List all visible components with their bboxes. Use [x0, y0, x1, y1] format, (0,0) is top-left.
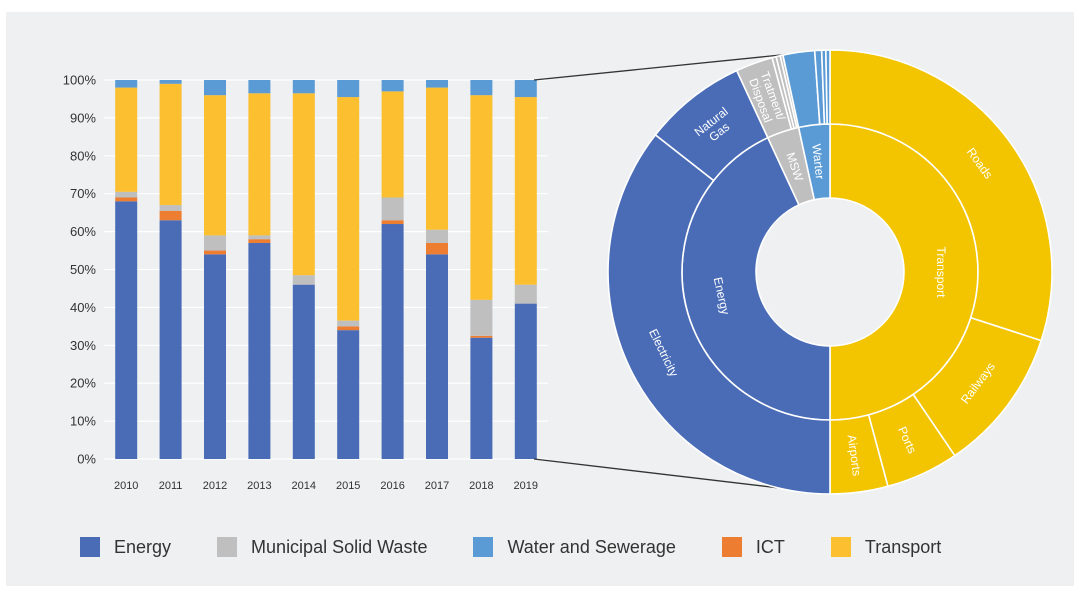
- legend-label-msw: Municipal Solid Waste: [251, 536, 428, 557]
- bar-water-and-sewerage-2018: [470, 80, 493, 96]
- bar-municipal-solid-waste-2016: [381, 197, 404, 221]
- bar-energy-2010: [115, 201, 138, 459]
- bar-municipal-solid-waste-2013: [248, 235, 271, 240]
- sunburst-chart: [607, 49, 1053, 495]
- legend-swatch-water: [473, 537, 494, 557]
- bar-ict-2010: [115, 197, 138, 202]
- bar-municipal-solid-waste-2018: [470, 299, 493, 336]
- y-tick-60: 60%: [70, 224, 96, 239]
- bar-municipal-solid-waste-2010: [115, 191, 138, 198]
- bar-water-and-sewerage-2019: [514, 80, 537, 98]
- bar-energy-2017: [426, 254, 448, 459]
- x-tick-2010: 2010: [114, 480, 138, 492]
- x-tick-2013: 2013: [247, 480, 271, 492]
- outer-segment-electricity: [607, 133, 831, 495]
- x-tick-2019: 2019: [514, 480, 538, 492]
- legend-swatch-msw: [217, 537, 238, 557]
- bar-energy-2018: [470, 337, 493, 459]
- y-tick-0: 0%: [77, 452, 96, 467]
- y-tick-80: 80%: [70, 148, 96, 163]
- bar-water-and-sewerage-2010: [115, 80, 138, 88]
- bar-municipal-solid-waste-2014: [292, 275, 315, 285]
- outer-segment-roads: [829, 49, 1053, 342]
- bar-water-and-sewerage-2013: [248, 80, 271, 94]
- y-tick-20: 20%: [70, 376, 96, 391]
- inner-label-transport: Transport: [934, 247, 948, 299]
- x-tick-2014: 2014: [292, 480, 316, 492]
- bar-ict-2017: [426, 242, 448, 255]
- stacked-bar-chart: [115, 80, 537, 459]
- bar-transport-2014: [292, 93, 315, 276]
- bar-water-and-sewerage-2014: [292, 80, 315, 94]
- legend-item-transport: Transport: [830, 536, 942, 558]
- outer-label-airports: Airports: [845, 434, 864, 477]
- bar-ict-2013: [248, 239, 271, 243]
- y-tick-40: 40%: [70, 300, 96, 315]
- legend: Energy Municipal Solid Waste Water and S…: [80, 534, 987, 560]
- bar-transport-2019: [514, 97, 537, 285]
- outer-segment-unlabeled-13: [825, 49, 831, 125]
- bar-energy-2019: [514, 303, 537, 459]
- legend-swatch-ict: [721, 537, 742, 557]
- bar-ict-2012: [204, 250, 226, 255]
- bar-energy-2016: [381, 224, 404, 459]
- bar-transport-2011: [159, 83, 182, 206]
- bar-water-and-sewerage-2016: [381, 80, 404, 92]
- x-axis: 2010 2011 2012 2013 2014 2015 2016 2017 2018 2019: [114, 480, 538, 492]
- y-tick-70: 70%: [70, 186, 96, 201]
- legend-item-energy: Energy: [80, 537, 171, 558]
- y-tick-10: 10%: [70, 414, 96, 429]
- bar-water-and-sewerage-2012: [204, 80, 226, 96]
- y-tick-100: 100%: [63, 73, 97, 88]
- bar-municipal-solid-waste-2019: [514, 284, 537, 304]
- bar-transport-2017: [426, 87, 448, 230]
- inner-label-warter: Warter: [809, 143, 827, 180]
- bar-water-and-sewerage-2017: [426, 80, 448, 88]
- bar-energy-2015: [337, 330, 360, 459]
- bar-ict-2015: [337, 326, 360, 331]
- legend-label-water: Water and Sewerage: [507, 536, 676, 557]
- x-tick-2018: 2018: [469, 480, 493, 492]
- bar-transport-2016: [381, 91, 404, 198]
- bar-transport-2013: [248, 93, 271, 236]
- legend-swatch-transport: [830, 537, 851, 557]
- bar-ict-2018: [470, 335, 493, 338]
- legend-item-msw: Municipal Solid Waste: [217, 537, 427, 558]
- x-tick-2015: 2015: [336, 480, 360, 492]
- legend-label-energy: Energy: [114, 536, 172, 557]
- bar-water-and-sewerage-2011: [159, 80, 182, 84]
- y-tick-50: 50%: [70, 262, 96, 277]
- legend-label-ict: ICT: [755, 536, 785, 557]
- y-tick-30: 30%: [70, 338, 96, 353]
- bar-energy-2013: [248, 242, 271, 459]
- x-tick-2016: 2016: [380, 480, 404, 492]
- x-tick-2011: 2011: [159, 480, 183, 492]
- legend-item-water: Water and Sewerage: [473, 536, 676, 558]
- x-tick-2017: 2017: [425, 480, 449, 492]
- bar-energy-2011: [159, 220, 182, 459]
- bar-transport-2015: [337, 97, 360, 321]
- bar-ict-2016: [381, 220, 404, 225]
- legend-item-ict: ICT: [721, 536, 785, 558]
- bar-transport-2012: [204, 95, 226, 236]
- legend-swatch-energy: [80, 537, 100, 557]
- legend-label-transport: Transport: [864, 536, 942, 557]
- bar-energy-2012: [204, 254, 226, 459]
- bar-energy-2014: [292, 284, 315, 459]
- x-tick-2012: 2012: [203, 480, 227, 492]
- bar-transport-2018: [470, 95, 493, 300]
- bar-transport-2010: [115, 87, 138, 192]
- y-axis: 0% 10% 20% 30% 40% 50% 60% 70% 80% 90% 100%: [63, 73, 97, 467]
- bar-municipal-solid-waste-2017: [426, 229, 448, 243]
- y-tick-90: 90%: [70, 110, 96, 125]
- bar-municipal-solid-waste-2011: [159, 205, 182, 211]
- bar-ict-2011: [159, 210, 182, 221]
- bar-water-and-sewerage-2015: [337, 80, 360, 98]
- bar-municipal-solid-waste-2012: [204, 235, 226, 251]
- bar-municipal-solid-waste-2015: [337, 320, 360, 327]
